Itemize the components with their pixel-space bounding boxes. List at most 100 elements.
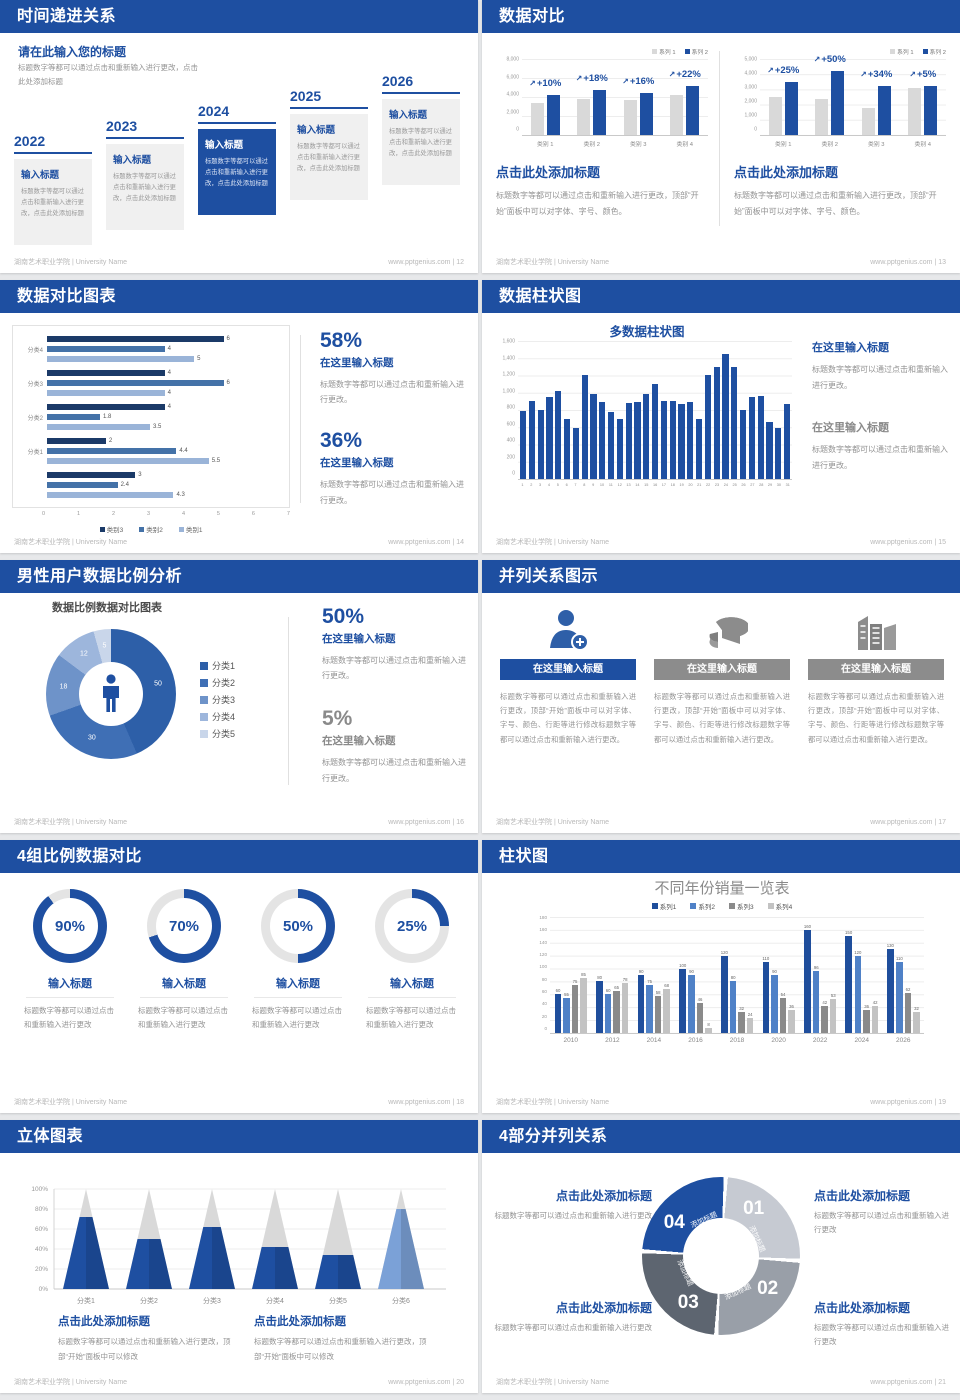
bar-value: 150	[845, 930, 853, 936]
divider	[719, 51, 720, 226]
x-tick-label: 类别 1	[537, 142, 554, 148]
bar-value: 58	[655, 989, 661, 995]
footer-org: 湖南艺术职业学院 | University Name	[496, 1099, 610, 1106]
slide-body: 多数据柱状图 1,600 1,400 1,200 1,000 800 600 400 200 0…	[482, 313, 960, 531]
bar	[722, 353, 729, 479]
gauge-body: 标题数字等都可以通过点击和重新输入进行更改	[366, 1006, 456, 1029]
legend-item: 分类3	[200, 693, 235, 706]
slide-title: 柱状图	[482, 840, 960, 873]
timeline-year: 2023	[106, 118, 138, 134]
bar	[546, 95, 560, 135]
y-tick-label: 160	[539, 927, 547, 933]
svg-text:分类4: 分类4	[266, 1296, 284, 1305]
legend-label: 分类1	[212, 661, 236, 671]
slide-donut-analysis: 男性用户数据比例分析 数据比例数据对比图表 50 30 18 12 5 分类1 分类2 分类…	[0, 560, 478, 833]
bar	[47, 448, 177, 454]
footer-page: www.pptgenius.com | 12	[388, 258, 464, 266]
section-body: 标题数字等都可以通过点击和重新输入进行更改。	[812, 365, 948, 390]
bar	[887, 949, 894, 1033]
y-tick-label: 40	[541, 1001, 547, 1007]
footer-org: 湖南艺术职业学院 | University Name	[14, 1379, 128, 1386]
percent-value: +34%	[867, 69, 893, 81]
slice-label: 12	[79, 650, 88, 658]
timeline-card: 输入标题 标题数字等都可以通过点击和重新输入进行更改，点击此处添加标题	[290, 114, 368, 200]
svg-text:60%: 60%	[35, 1226, 48, 1233]
stat-percent: 58%	[320, 329, 363, 352]
bar-value: 75	[572, 978, 578, 984]
bar	[623, 99, 637, 135]
bar-value: 1.8	[102, 414, 112, 420]
slide-footer: 湖南艺术职业学院 | University Name www.pptgenius.…	[482, 251, 960, 273]
bar-value: 6	[226, 380, 230, 386]
x-tick-label: 2018	[729, 1037, 745, 1044]
bar-value: 36	[789, 1003, 794, 1009]
bar-value: 130	[886, 943, 894, 949]
x-tick-label: 13	[626, 483, 631, 487]
column-header: 在这里输入标题	[808, 659, 944, 680]
slide-cone-chart: 立体图表 100% 80% 60% 40% 20% 0% 分类1 分类2 分类3 分类4 分类5 分类…	[0, 1120, 478, 1393]
y-tick-label: 6,000	[506, 74, 519, 81]
corner-block: 点击此处添加标题 标题数字等都可以通过点击和重新输入进行更改	[814, 1299, 952, 1350]
block-heading: 点击此处添加标题	[814, 1301, 911, 1315]
card-title: 输入标题	[389, 110, 428, 121]
svg-text:分类5: 分类5	[329, 1296, 347, 1305]
bar-value: 4	[167, 370, 171, 376]
x-tick-label: 类别 1	[775, 142, 792, 148]
timeline-item: 2023 输入标题 标题数字等都可以通过点击和重新输入进行更改，点击此处添加标题	[106, 118, 184, 230]
stat-body: 标题数字等都可以通过点击和重新输入进行更改。	[320, 380, 464, 405]
x-tick-label: 2026	[896, 1037, 911, 1044]
bar	[47, 346, 165, 352]
segment-number: 04	[663, 1212, 685, 1234]
slide-footer: 湖南艺术职业学院 | University Name www.pptgenius.…	[0, 811, 478, 833]
stat-block: 58% 在这里输入标题 标题数字等都可以通过点击和重新输入进行更改。	[320, 329, 465, 407]
slice-label: 5	[102, 642, 107, 650]
bar-value: 3.5	[152, 424, 162, 430]
text-sections: 在这里输入标题 标题数字等都可以通过点击和重新输入进行更改。 在这里输入标题 标题数字…	[812, 339, 952, 499]
section-heading: 在这里输入标题	[812, 422, 889, 435]
divider	[254, 997, 342, 998]
x-tick-label: 2024	[854, 1037, 869, 1044]
timeline-rule	[382, 92, 460, 94]
gauge-ring: 90%	[33, 889, 107, 963]
bar	[696, 1003, 704, 1033]
legend-item: 系列 1	[890, 47, 914, 56]
bar-value: 2.4	[120, 482, 129, 488]
timeline-year: 2026	[382, 73, 414, 89]
bar	[593, 90, 607, 135]
slide-footer: 湖南艺术职业学院 | University Name www.pptgenius.…	[482, 1091, 960, 1113]
increase-arrow-icon: ↗	[668, 69, 676, 79]
legend-item: 分类2	[200, 676, 235, 689]
legend-item: 系列 2	[922, 47, 946, 56]
percent-value: +25%	[774, 64, 800, 76]
x-tick-label: 29	[767, 483, 773, 487]
bar	[669, 401, 676, 479]
footer-page: www.pptgenius.com | 13	[870, 258, 946, 266]
stat-block: 5% 在这里输入标题 标题数字等都可以通过点击和重新输入进行更改。	[322, 707, 468, 785]
ring-diagram: 01 添加标题 02 添加标题 03 添加标题 04 添加标题	[642, 1177, 800, 1335]
stat-block: 50% 在这里输入标题 标题数字等都可以通过点击和重新输入进行更改。	[322, 605, 468, 683]
card-body: 标题数字等都可以通过点击和重新输入进行更改，点击此处添加标题	[21, 188, 84, 218]
x-axis: 2010 2012 2014 2016 2018 2020 2022 2024 2026	[550, 1034, 924, 1044]
divider	[26, 997, 114, 998]
legend-label: 系列 2	[691, 50, 708, 56]
bar	[580, 978, 587, 1033]
bar	[788, 1009, 795, 1033]
legend-label: 分类5	[212, 729, 236, 739]
stat-heading: 在这里输入标题	[320, 457, 394, 470]
bar	[815, 98, 829, 135]
y-tick-label: 3,000	[744, 84, 757, 91]
bar	[731, 366, 738, 479]
y-tick-label: 0	[544, 1025, 547, 1031]
y-tick-label: 4,000	[744, 70, 757, 77]
y-axis: 1,600 1,400 1,200 1,000 800 600 400 200 0	[492, 339, 518, 479]
bar-value: 62	[905, 987, 911, 993]
column-body: 标题数字等都可以通过点击和重新输入进行更改，顶部“开始”面板中可以对字体、字号、…	[808, 692, 944, 744]
block-heading: 点击此处添加标题	[555, 1189, 652, 1203]
bar	[537, 410, 544, 479]
bar-group: 90 75 58 68	[633, 917, 675, 1033]
gauge-block: 50% 输入标题 标题数字等都可以通过点击和重新输入进行更改	[246, 889, 350, 1032]
bar	[47, 390, 165, 396]
slide-footer: 湖南艺术职业学院 | University Name www.pptgenius.…	[0, 531, 478, 553]
y-tick-label: 400	[506, 437, 515, 444]
chart-title: 多数据柱状图	[609, 325, 685, 339]
